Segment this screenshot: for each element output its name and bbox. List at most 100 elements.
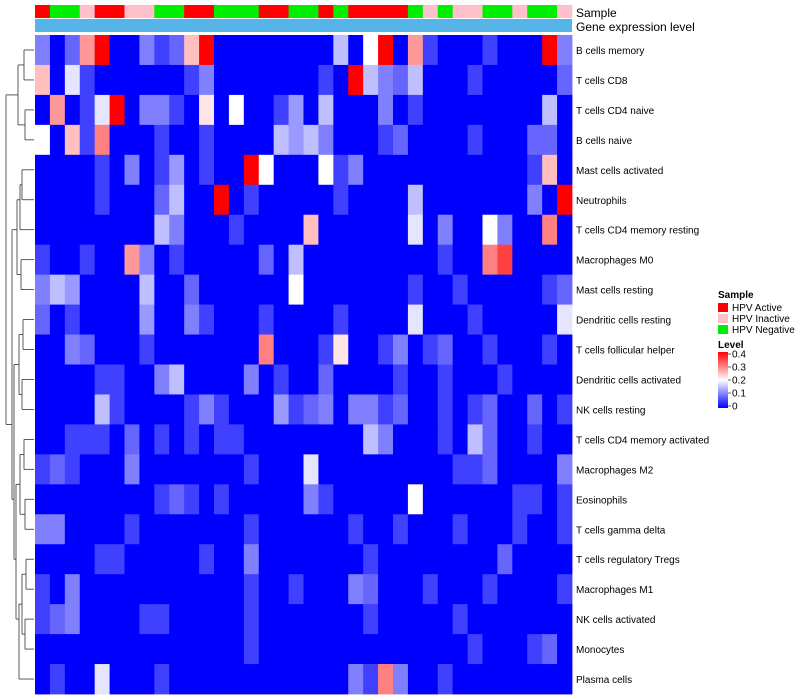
- heatmap-cell: [139, 35, 155, 66]
- row-label: T cells regulatory Tregs: [576, 555, 680, 566]
- heatmap-cell: [407, 64, 424, 96]
- heatmap-cell: [184, 124, 200, 156]
- heatmap-cell: [64, 274, 81, 305]
- heatmap-cell: [273, 94, 289, 126]
- heatmap-cell: [243, 274, 260, 305]
- heatmap-cell: [378, 634, 394, 665]
- legend-sample-swatch: [718, 303, 728, 312]
- heatmap-cell: [422, 154, 439, 186]
- heatmap-cell: [184, 154, 200, 186]
- heatmap-cell: [243, 214, 260, 246]
- sample-annotation-cell: [243, 5, 260, 18]
- heatmap-cell: [318, 184, 334, 216]
- heatmap-cell: [288, 214, 304, 246]
- heatmap-cell: [139, 574, 155, 605]
- heatmap-cell: [184, 604, 200, 635]
- heatmap-cell: [214, 424, 230, 455]
- sample-annotation-cell: [348, 5, 364, 18]
- heatmap-cell: [407, 514, 424, 545]
- heatmap-cell: [273, 244, 289, 276]
- heatmap-cell: [542, 454, 558, 485]
- heatmap-cell: [228, 244, 245, 276]
- heatmap-cell: [94, 664, 110, 695]
- legend-sample-label: HPV Inactive: [732, 314, 790, 325]
- heatmap-cell: [452, 574, 468, 605]
- heatmap-cell: [35, 424, 51, 455]
- heatmap-cell: [348, 94, 364, 126]
- heatmap-cell: [109, 424, 125, 455]
- heatmap-cell: [527, 634, 543, 665]
- heatmap-cell: [333, 35, 349, 66]
- heatmap-cell: [497, 484, 513, 515]
- heatmap-cell: [422, 514, 439, 545]
- heatmap-cell: [393, 184, 409, 216]
- heatmap-cell: [184, 274, 200, 305]
- heatmap-cell: [467, 454, 483, 485]
- heatmap-cell: [527, 544, 543, 575]
- heatmap-cell: [437, 424, 454, 455]
- heatmap-cell: [333, 484, 349, 515]
- heatmap-cell: [303, 364, 319, 395]
- heatmap-cell: [79, 94, 96, 126]
- heatmap-cell: [348, 394, 364, 425]
- heatmap-cell: [35, 574, 51, 605]
- sample-annotation-cell: [94, 5, 110, 18]
- sample-annotation-cell: [169, 5, 185, 18]
- heatmap-cell: [214, 664, 230, 695]
- heatmap-cell: [273, 364, 289, 395]
- heatmap-cell: [363, 514, 379, 545]
- heatmap-cell: [273, 35, 289, 66]
- heatmap-cell: [557, 334, 573, 365]
- heatmap-cell: [303, 154, 319, 186]
- heatmap-cell: [258, 214, 275, 246]
- heatmap-cell: [422, 274, 439, 305]
- heatmap-cell: [422, 604, 439, 635]
- heatmap-cell: [542, 64, 558, 96]
- heatmap-cell: [49, 334, 66, 365]
- heatmap-cell: [557, 664, 573, 695]
- heatmap-cell: [109, 514, 125, 545]
- heatmap-cell: [258, 454, 275, 485]
- heatmap-cell: [64, 484, 81, 515]
- heatmap-cell: [109, 304, 125, 335]
- heatmap-cell: [288, 94, 304, 126]
- heatmap-cell: [422, 454, 439, 485]
- heatmap-cell: [333, 214, 349, 246]
- heatmap-cell: [557, 94, 573, 126]
- legend-sample-swatch: [718, 314, 728, 323]
- sample-annotation-cell: [512, 5, 528, 18]
- heatmap-cell: [288, 394, 304, 425]
- sample-annotation-cell: [497, 5, 513, 18]
- heatmap-cell: [154, 424, 170, 455]
- heatmap-cell: [273, 334, 289, 365]
- sample-annotation-cell: [79, 5, 95, 18]
- heatmap-cell: [378, 664, 394, 695]
- heatmap-cell: [109, 244, 125, 276]
- heatmap-cell: [482, 514, 498, 545]
- heatmap-cell: [333, 394, 349, 425]
- heatmap-cell: [407, 574, 424, 605]
- heatmap-cell: [124, 634, 140, 665]
- heatmap-cell: [422, 394, 439, 425]
- heatmap-cell: [79, 124, 96, 156]
- heatmap-cell: [273, 274, 289, 305]
- heatmap-cell: [393, 424, 409, 455]
- heatmap-cell: [422, 574, 439, 605]
- heatmap-cell: [437, 274, 454, 305]
- heatmap-cell: [154, 124, 170, 156]
- heatmap-cell: [542, 424, 558, 455]
- heatmap-cell: [407, 154, 424, 186]
- heatmap-cell: [348, 64, 364, 96]
- heatmap-cell: [228, 64, 245, 96]
- heatmap-cell: [228, 124, 245, 156]
- heatmap-cell: [49, 274, 66, 305]
- heatmap-cell: [348, 574, 364, 605]
- heatmap-cell: [303, 424, 319, 455]
- heatmap-cell: [109, 184, 125, 216]
- heatmap-cell: [333, 634, 349, 665]
- heatmap-cell: [467, 94, 483, 126]
- heatmap-cell: [94, 484, 110, 515]
- heatmap-cell: [482, 574, 498, 605]
- heatmap-cell: [243, 124, 260, 156]
- heatmap-cell: [303, 484, 319, 515]
